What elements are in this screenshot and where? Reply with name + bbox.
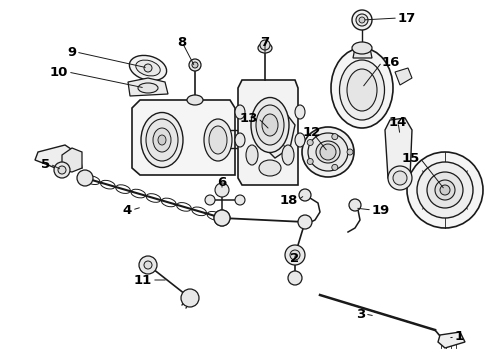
Text: 7: 7 xyxy=(261,36,270,49)
Circle shape xyxy=(352,10,372,30)
Polygon shape xyxy=(238,80,298,185)
Text: 3: 3 xyxy=(356,307,365,320)
Circle shape xyxy=(407,152,483,228)
Circle shape xyxy=(435,180,455,200)
Circle shape xyxy=(181,289,199,307)
Circle shape xyxy=(77,170,93,186)
Circle shape xyxy=(260,40,270,50)
Polygon shape xyxy=(258,112,295,158)
Text: 6: 6 xyxy=(218,176,227,189)
Text: 11: 11 xyxy=(134,274,152,287)
Circle shape xyxy=(144,261,152,269)
Polygon shape xyxy=(353,48,372,58)
Circle shape xyxy=(58,166,66,174)
Ellipse shape xyxy=(352,42,372,54)
Polygon shape xyxy=(395,68,412,85)
Circle shape xyxy=(359,17,365,23)
Circle shape xyxy=(192,62,198,68)
Circle shape xyxy=(332,165,338,170)
Text: 9: 9 xyxy=(67,45,76,58)
Circle shape xyxy=(393,171,407,185)
Ellipse shape xyxy=(331,48,393,128)
Circle shape xyxy=(299,189,311,201)
Circle shape xyxy=(349,199,361,211)
Ellipse shape xyxy=(302,127,354,177)
Circle shape xyxy=(205,195,215,205)
Circle shape xyxy=(320,144,336,160)
Ellipse shape xyxy=(138,83,158,93)
Ellipse shape xyxy=(141,112,183,167)
Circle shape xyxy=(54,162,70,178)
Circle shape xyxy=(307,139,313,145)
Circle shape xyxy=(215,183,229,197)
Ellipse shape xyxy=(204,119,232,161)
Text: 14: 14 xyxy=(389,116,407,129)
Circle shape xyxy=(440,185,450,195)
Text: 4: 4 xyxy=(123,203,132,216)
Ellipse shape xyxy=(187,95,203,105)
Text: 1: 1 xyxy=(455,330,464,343)
Ellipse shape xyxy=(347,69,377,111)
Ellipse shape xyxy=(258,43,272,53)
Circle shape xyxy=(189,59,201,71)
Circle shape xyxy=(235,195,245,205)
Ellipse shape xyxy=(262,114,278,136)
Ellipse shape xyxy=(282,145,294,165)
Polygon shape xyxy=(128,78,168,96)
Ellipse shape xyxy=(235,105,245,119)
Ellipse shape xyxy=(246,145,258,165)
Circle shape xyxy=(144,64,152,72)
Ellipse shape xyxy=(209,126,227,154)
Circle shape xyxy=(347,149,353,155)
Ellipse shape xyxy=(129,55,167,81)
Circle shape xyxy=(290,250,300,260)
Text: 12: 12 xyxy=(303,126,321,139)
Circle shape xyxy=(332,134,338,140)
Circle shape xyxy=(214,210,230,226)
Circle shape xyxy=(214,210,230,226)
Circle shape xyxy=(285,245,305,265)
Circle shape xyxy=(288,271,302,285)
Polygon shape xyxy=(438,332,465,348)
Text: 19: 19 xyxy=(372,203,390,216)
Ellipse shape xyxy=(308,133,348,171)
Text: 5: 5 xyxy=(41,158,50,171)
Polygon shape xyxy=(132,100,235,175)
Ellipse shape xyxy=(256,105,284,145)
Text: 13: 13 xyxy=(240,112,258,125)
Circle shape xyxy=(417,162,473,218)
Circle shape xyxy=(388,166,412,190)
Ellipse shape xyxy=(146,119,178,161)
Text: 16: 16 xyxy=(382,55,400,68)
Ellipse shape xyxy=(153,128,171,152)
Ellipse shape xyxy=(259,160,281,176)
Ellipse shape xyxy=(340,60,385,120)
Circle shape xyxy=(427,172,463,208)
Circle shape xyxy=(356,14,368,26)
Ellipse shape xyxy=(251,98,289,153)
Ellipse shape xyxy=(158,135,166,145)
Text: 8: 8 xyxy=(177,36,187,49)
Circle shape xyxy=(139,256,157,274)
Circle shape xyxy=(298,215,312,229)
Polygon shape xyxy=(385,118,412,185)
Text: 18: 18 xyxy=(280,194,298,207)
Polygon shape xyxy=(35,145,82,172)
Ellipse shape xyxy=(316,141,340,163)
Text: 15: 15 xyxy=(402,152,420,165)
Polygon shape xyxy=(62,148,82,172)
Text: 2: 2 xyxy=(291,252,299,265)
Circle shape xyxy=(307,158,313,165)
Text: 10: 10 xyxy=(49,66,68,78)
Ellipse shape xyxy=(295,105,305,119)
Ellipse shape xyxy=(235,133,245,147)
Ellipse shape xyxy=(136,60,160,76)
Ellipse shape xyxy=(295,133,305,147)
Text: 17: 17 xyxy=(398,12,416,24)
